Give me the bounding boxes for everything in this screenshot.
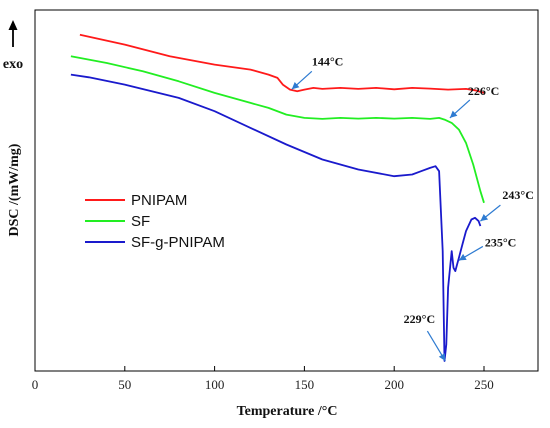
exo-indicator: exo [3,20,23,72]
annotation-arrowhead-icon [291,82,300,90]
series-line-pnipam [79,33,485,94]
series-line-sf-g-pnipam [70,73,482,362]
annotation-label: 144°C [312,54,343,68]
legend-entry: SF [131,213,150,230]
x-axis-label: Temperature /°C [237,404,338,419]
x-tick-label: 0 [32,377,39,392]
legend-entry: PNIPAM [131,192,187,209]
annotation-label: 235°C [485,235,516,249]
x-tick-label: 250 [474,377,494,392]
legend-entry: SF-g-PNIPAM [131,234,225,251]
annotations: 144°C 226°C 243°C 235°C 229°C [291,54,534,362]
y-axis-label: DSC /(mW/mg) [7,143,22,236]
annotation-label: 243°C [502,188,533,202]
plot-frame [34,9,539,372]
annotation-arrowhead-icon [480,214,489,222]
exo-arrowhead-icon [8,20,18,30]
series-layer [70,33,485,362]
x-ticks: 0 50 100 150 200 250 [32,366,494,392]
annotation-label: 226°C [468,84,499,98]
exo-label: exo [3,57,23,72]
x-tick-label: 200 [384,377,404,392]
axes [34,9,539,372]
annotation-arrowhead-icon [449,110,458,118]
x-tick-label: 150 [295,377,315,392]
legend: PNIPAM SF SF-g-PNIPAM [85,192,225,251]
annotation-label: 229°C [404,312,435,326]
x-tick-label: 100 [205,377,225,392]
annotation-arrowhead-icon [438,353,446,361]
x-tick-label: 50 [118,377,131,392]
series-line-sf [70,55,485,204]
annotation-arrowhead-icon [458,253,467,261]
